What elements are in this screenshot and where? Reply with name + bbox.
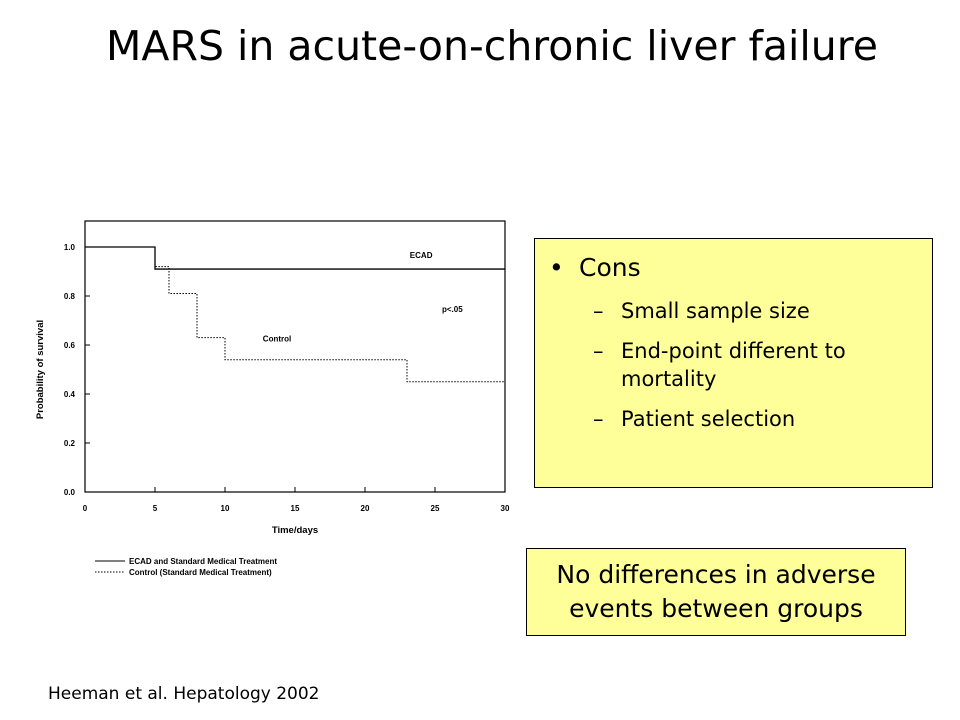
x-tick-label: 10 <box>221 504 230 513</box>
series-label-control: Control <box>263 334 291 343</box>
x-tick-label: 0 <box>83 504 88 513</box>
slide-title: MARS in acute-on-chronic liver failure <box>106 22 878 70</box>
adverse-events-note: No differences in adverse events between… <box>526 548 906 636</box>
cons-heading: • Cons <box>549 253 641 282</box>
series-label-ecad: ECAD <box>410 251 433 260</box>
legend-label: Control (Standard Medical Treatment) <box>129 568 272 577</box>
list-item: – Small sample size <box>593 297 923 325</box>
citation: Heeman et al. Hepatology 2002 <box>48 684 320 704</box>
p-value-annotation: p<.05 <box>442 305 463 314</box>
plot-frame <box>84 220 506 493</box>
series-line-control <box>85 246 505 383</box>
list-item: – End-point different to mortality <box>593 337 923 393</box>
y-tick-label: 0.6 <box>64 341 76 350</box>
x-axis-label: Time/days <box>272 525 318 536</box>
bullet-icon: • <box>549 253 564 282</box>
survival-chart: 0.0 0.2 0.4 0.6 0.8 1.0 0 5 10 15 20 25 30 Time/days P… <box>35 220 510 577</box>
y-tick-label: 0.4 <box>64 390 76 399</box>
series-line-ecad <box>85 246 505 270</box>
legend-label: ECAD and Standard Medical Treatment <box>129 557 277 566</box>
cons-panel: • Cons – Small sample size – End-point diff… <box>534 238 933 488</box>
list-item-text: Small sample size <box>621 299 810 323</box>
list-item: – Patient selection <box>593 405 923 433</box>
list-item-text: End-point different to mortality <box>621 339 846 391</box>
dash-icon: – <box>593 407 604 431</box>
cons-list: – Small sample size – End-point different … <box>593 297 923 445</box>
x-tick-label: 25 <box>431 504 440 513</box>
y-tick-label: 0.2 <box>64 439 76 448</box>
y-tick-label: 0.8 <box>64 292 76 301</box>
y-tick-label: 1.0 <box>64 243 76 252</box>
x-tick-label: 15 <box>291 504 300 513</box>
dash-icon: – <box>593 299 604 323</box>
y-tick-label: 0.0 <box>64 488 76 497</box>
cons-heading-text: Cons <box>579 253 641 282</box>
x-tick-label: 20 <box>361 504 370 513</box>
dash-icon: – <box>593 339 604 363</box>
list-item-text: Patient selection <box>621 407 796 431</box>
x-tick-label: 30 <box>501 504 510 513</box>
y-axis-label: Probability of survival <box>35 320 46 419</box>
x-tick-label: 5 <box>153 504 158 513</box>
